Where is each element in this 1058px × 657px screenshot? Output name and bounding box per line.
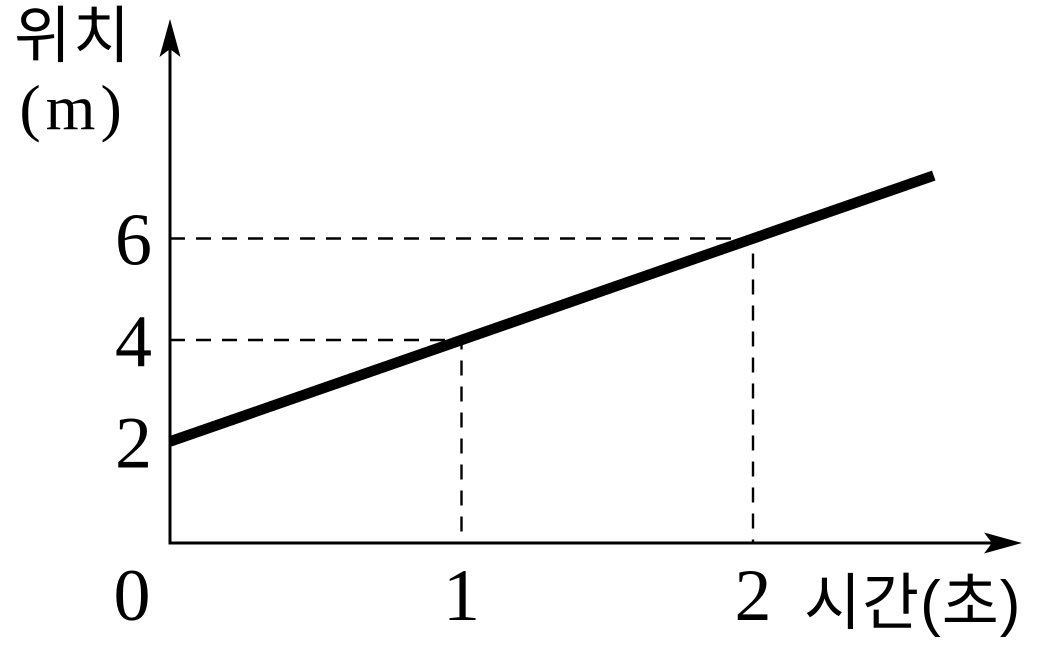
guide-line-1s-4m [170,338,463,543]
x-tick-label-1: 1 [443,555,480,637]
y-tick-label-6: 6 [115,200,152,282]
y-axis-label: 위치 (m) [14,6,132,140]
y-axis-unit: (m) [19,72,127,143]
data-line-position-line [168,170,936,447]
x-tick-label-2: 2 [735,555,772,637]
y-axis-label-text: 위치 [14,2,133,71]
y-tick-label-2: 2 [115,403,152,485]
y-tick-label-4: 4 [115,301,152,383]
x-axis-arrowhead-icon [984,532,1022,554]
y-axis-arrowhead-icon [159,19,181,57]
x-tick-label-0: 0 [114,555,151,637]
x-axis-label: 시간(초) [804,569,1022,638]
